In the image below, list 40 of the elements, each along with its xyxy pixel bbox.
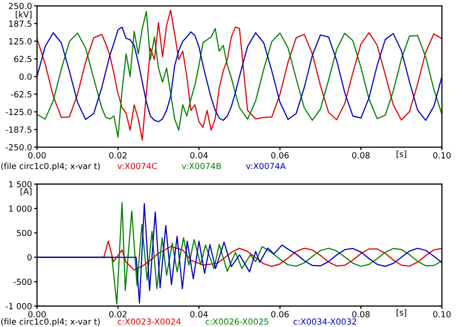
x-axis-title: [s]: [396, 150, 406, 158]
y-tick-label: -187.5: [6, 126, 32, 133]
x-tick-label: 0.06: [271, 152, 289, 158]
x-tick-label: 0.06: [271, 311, 289, 318]
y-tick-label: 1 500: [9, 181, 32, 188]
text: v:X0074C: [118, 162, 157, 170]
x-tick-label: 0.04: [190, 152, 208, 158]
text: v:X0074B: [182, 162, 221, 170]
y-tick-label: 187.5: [9, 20, 32, 27]
x-tick-label: 0.10: [433, 152, 451, 158]
y-axis-title: [A]: [20, 188, 32, 196]
x-tick-label: 0.02: [109, 152, 126, 158]
x-tick-label: 0.08: [352, 311, 370, 318]
line-series: [37, 26, 442, 122]
text: c:X0026-X0025: [206, 318, 268, 325]
y-tick-label: 62.5: [14, 56, 32, 62]
y-tick-label: 0.0: [19, 74, 32, 80]
y-tick-label: 500: [16, 230, 32, 236]
text: v:X0074A: [246, 162, 286, 170]
y-tick-label: -125.0: [6, 108, 32, 116]
text: (file circ1c0.pl4; x-var t): [1, 318, 100, 326]
y-tick-label: -62.5: [11, 91, 32, 98]
y-tick-label: 1 000: [9, 205, 32, 212]
x-tick-label: 0.00: [28, 152, 46, 158]
x-tick-label: 0.08: [352, 152, 370, 158]
y-tick-label: 0: [27, 254, 32, 261]
x-tick-label: 0.02: [109, 311, 126, 318]
y-tick-label: 250.0: [8, 2, 32, 10]
x-tick-label: 0.10: [433, 311, 451, 318]
y-axis-title: [kV]: [16, 11, 32, 18]
y-tick-label: 125.0: [9, 38, 32, 44]
x-tick-label: 0.00: [28, 311, 46, 318]
text: (file circ1c0.pl4; x-var t): [1, 162, 100, 171]
x-axis-title: [s]: [396, 309, 406, 317]
x-tick-label: 0.04: [190, 311, 208, 318]
y-tick-label: -250.0: [6, 144, 32, 150]
y-tick-label: -1 000: [6, 303, 32, 310]
y-tick-label: -500: [14, 278, 32, 285]
text: c:X0034-X0032: [294, 318, 356, 325]
text: c:X0023-X0024: [118, 318, 181, 325]
